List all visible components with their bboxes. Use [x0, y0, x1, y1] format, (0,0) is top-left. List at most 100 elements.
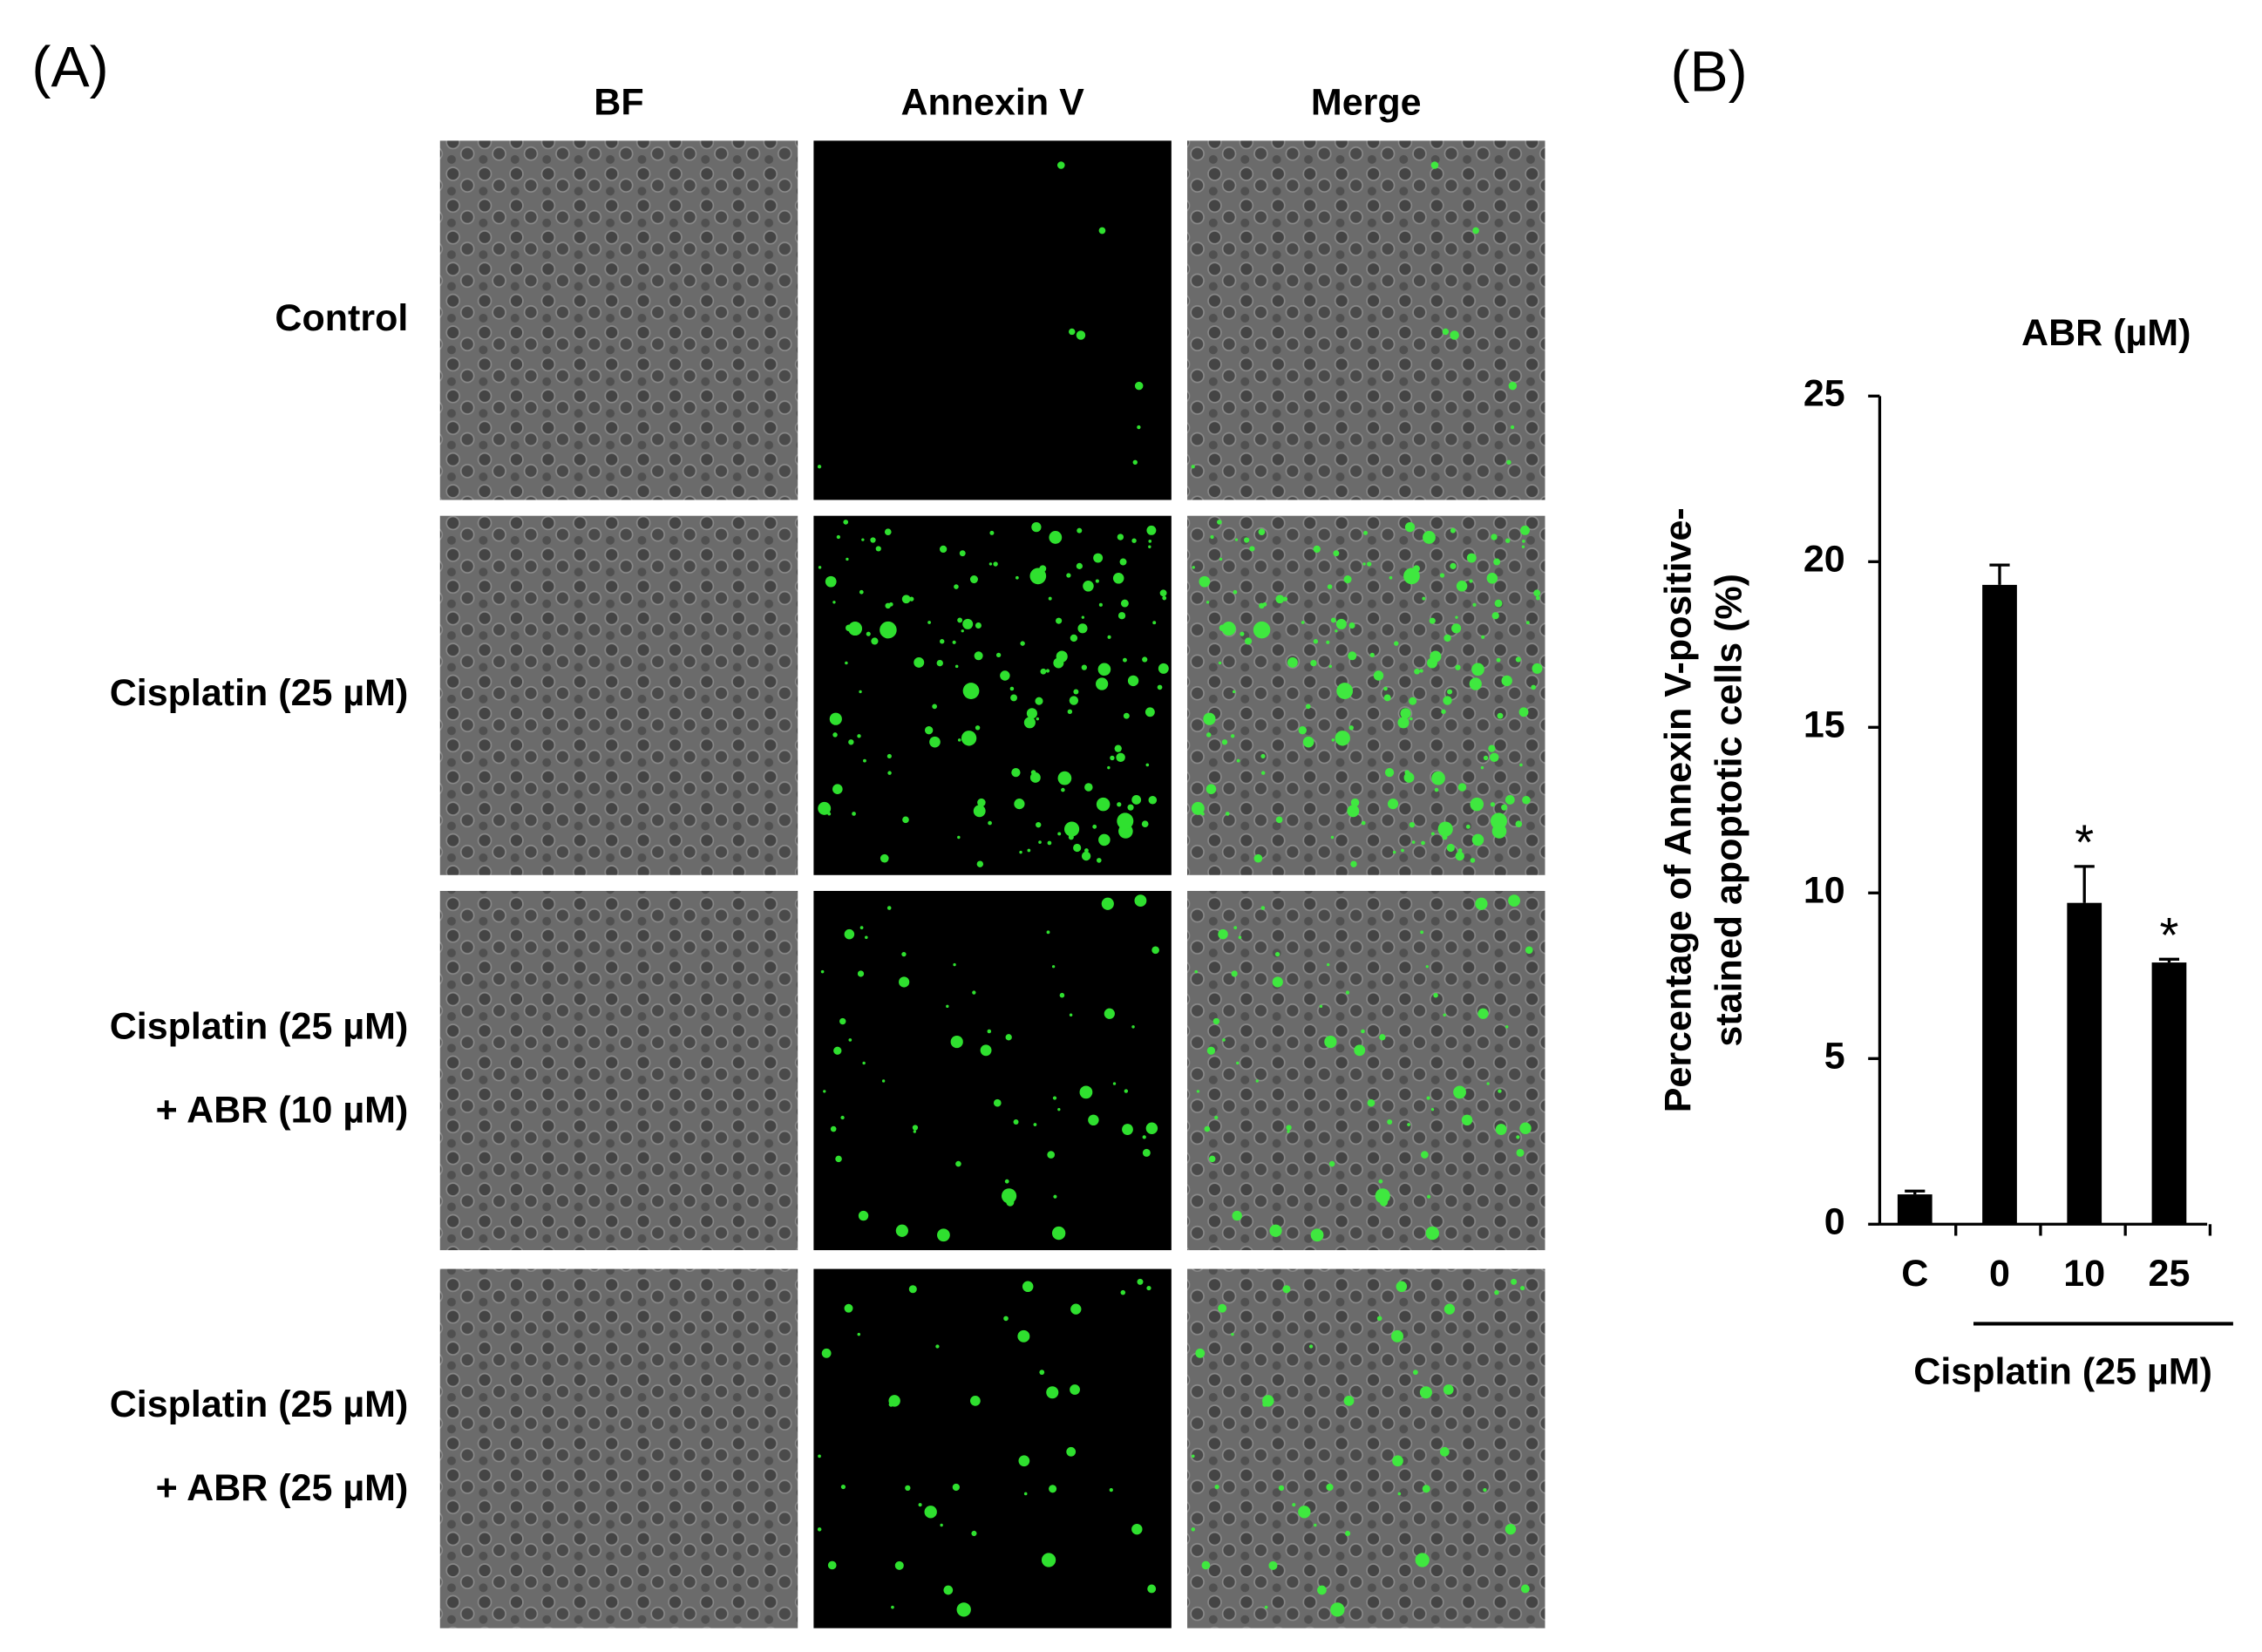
green-spot — [1455, 851, 1464, 861]
green-spot — [1491, 612, 1499, 620]
error-bar — [2074, 865, 2095, 903]
green-spot — [1052, 1096, 1057, 1100]
green-spot — [1031, 522, 1042, 533]
green-spot — [1157, 684, 1163, 690]
green-spot — [825, 575, 837, 588]
green-spot — [1343, 1395, 1355, 1406]
panel-label: (A) — [31, 35, 108, 99]
green-spot — [1430, 832, 1435, 836]
green-spot — [1104, 1008, 1115, 1019]
green-spot — [848, 1038, 852, 1042]
green-spot — [1110, 755, 1115, 761]
green-spot — [1259, 602, 1265, 609]
green-spot — [846, 624, 852, 632]
green-spot — [832, 732, 838, 738]
green-spot — [946, 1004, 949, 1009]
y-axis-label: stained apoptotic cells (%) — [1708, 574, 1749, 1047]
green-spot — [1450, 527, 1456, 534]
y-tick-label: 25 — [1803, 373, 1845, 415]
green-spot — [818, 801, 832, 815]
green-spot — [1148, 545, 1151, 548]
green-spot — [1486, 1082, 1490, 1085]
green-spot — [1421, 1151, 1429, 1159]
green-spot — [1051, 965, 1056, 969]
green-spot — [980, 1044, 992, 1057]
green-spot — [961, 731, 977, 746]
green-spot — [1145, 763, 1150, 767]
green-spot — [1046, 1386, 1059, 1399]
green-spot — [1350, 798, 1360, 807]
green-spot — [908, 1285, 917, 1294]
green-spot — [1486, 573, 1498, 584]
green-spot — [1361, 820, 1366, 826]
green-spot — [871, 637, 879, 645]
green-spot — [1098, 602, 1103, 607]
green-spot — [1218, 1303, 1227, 1313]
green-spot — [1282, 1285, 1291, 1294]
green-spot — [1378, 1179, 1383, 1184]
green-spot — [1505, 795, 1515, 805]
green-spot — [1064, 821, 1080, 837]
green-spot — [1142, 1135, 1146, 1139]
green-spot — [1278, 1485, 1285, 1492]
green-spot — [1430, 161, 1439, 169]
green-spot — [1057, 1107, 1061, 1112]
green-spot — [830, 1125, 837, 1132]
green-spot — [1286, 1125, 1292, 1131]
green-spot — [1001, 1188, 1017, 1204]
green-spot — [1471, 833, 1484, 846]
green-spot — [818, 1454, 821, 1458]
green-spot — [1098, 833, 1111, 846]
row-label: Cisplatin (25 µM) — [110, 1005, 409, 1047]
green-spot — [1363, 530, 1369, 535]
bar — [1982, 584, 2017, 1225]
green-spot — [905, 1485, 911, 1492]
green-spot — [817, 465, 822, 469]
green-spot — [1505, 1025, 1509, 1029]
green-spot — [1019, 850, 1022, 854]
green-spot — [1162, 595, 1167, 601]
column-header: BF — [594, 81, 643, 123]
green-spot — [1076, 330, 1086, 340]
green-spot — [1396, 1281, 1408, 1293]
green-spot — [1330, 835, 1335, 840]
green-spot — [1519, 763, 1523, 767]
green-spot — [1093, 553, 1104, 563]
green-spot — [1018, 1455, 1030, 1467]
green-spot — [1310, 1228, 1324, 1242]
green-spot — [1015, 575, 1019, 580]
green-spot — [1004, 1179, 1009, 1184]
green-spot — [1208, 1155, 1216, 1163]
green-spot — [880, 853, 889, 863]
green-spot — [1030, 770, 1036, 775]
micrograph-merge — [1187, 140, 1545, 500]
green-spot — [1375, 1188, 1390, 1204]
green-spot — [1437, 821, 1453, 837]
green-spot — [870, 537, 876, 543]
row-label: + ABR (10 µM) — [156, 1089, 409, 1131]
green-spot — [852, 812, 856, 816]
green-spot — [1310, 659, 1317, 667]
green-spot — [1387, 799, 1399, 810]
green-spot — [1231, 1332, 1234, 1336]
group-label: Cisplatin (25 µM) — [1913, 1351, 2212, 1393]
green-spot — [1531, 684, 1537, 690]
green-spot — [957, 738, 961, 742]
green-spot — [1079, 1085, 1093, 1099]
green-spot — [1038, 840, 1042, 844]
green-spot — [859, 589, 864, 595]
green-spot — [1117, 812, 1134, 830]
green-spot — [1519, 1122, 1532, 1135]
green-spot — [1477, 1008, 1489, 1019]
green-spot — [1191, 1454, 1195, 1458]
green-spot — [1490, 802, 1496, 807]
green-spot — [847, 622, 863, 636]
y-axis-label: Percentage of Annexin V-positive- — [1657, 507, 1699, 1112]
green-spot — [1429, 617, 1436, 624]
green-spot — [1264, 1605, 1268, 1609]
green-spot — [1450, 562, 1457, 569]
green-spot — [940, 639, 945, 644]
green-spot — [1191, 465, 1195, 469]
green-spot — [1009, 686, 1015, 691]
micrograph-bf — [439, 140, 798, 500]
